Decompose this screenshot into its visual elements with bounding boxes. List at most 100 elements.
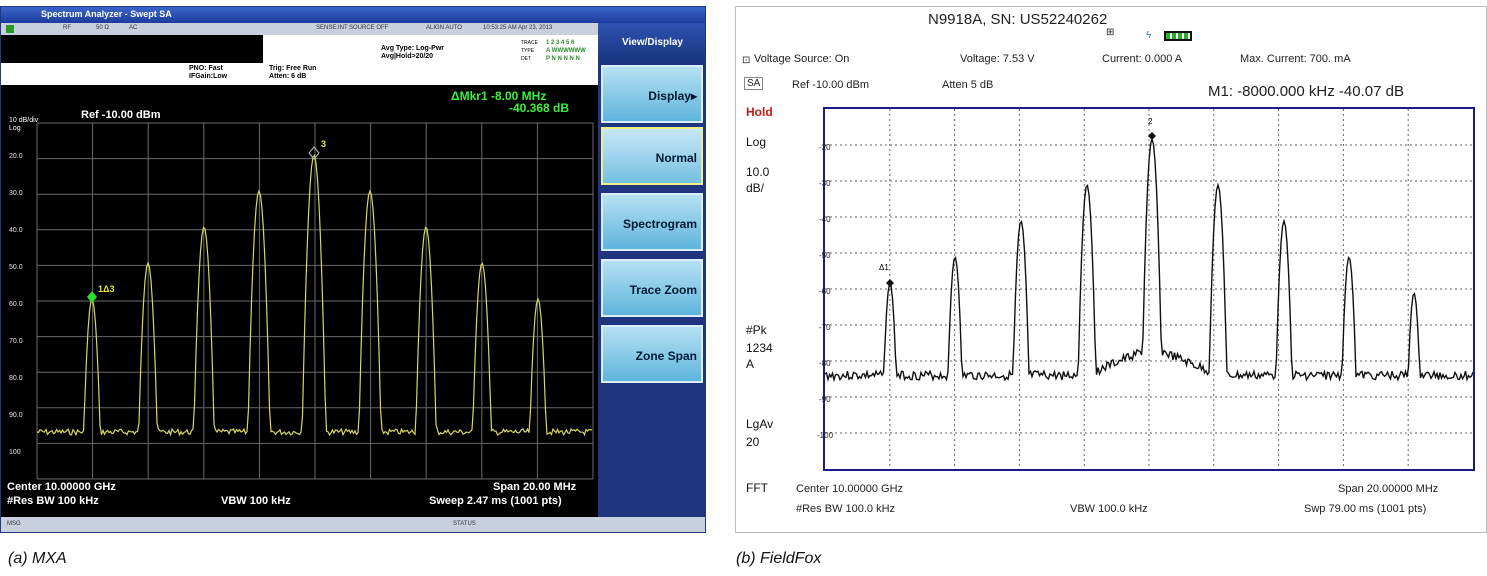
mxa-y-label: 100 bbox=[9, 449, 21, 456]
mxa-display: 10 dB/div Log Ref -10.00 dBm ΔMkr1 -8.00… bbox=[1, 85, 598, 517]
mxa-scale: 10 dB/div bbox=[9, 117, 39, 124]
mxa-ref-level: Ref -10.00 dBm bbox=[81, 109, 161, 121]
align-indicator: ALIGN AUTO bbox=[426, 25, 462, 31]
mxa-y-label: 40.0 bbox=[9, 227, 23, 234]
ff-ref-level: Ref -10.00 dBm bbox=[792, 79, 870, 91]
ff-scale-value: 10.0 bbox=[746, 165, 770, 179]
ff-y-label: -60 bbox=[819, 287, 831, 296]
type-label: TYPE bbox=[521, 48, 535, 54]
mxa-span: Span 20.00 MHz bbox=[493, 481, 577, 493]
mxa-marker-readout: ΔMkr1 -8.00 MHz bbox=[451, 89, 547, 103]
ff-y-label: -100 bbox=[817, 431, 834, 440]
sense-indicator: SENSE:INT bbox=[316, 25, 348, 31]
mxa-y-label: 60.0 bbox=[9, 301, 23, 308]
mxa-center-freq: Center 10.00000 GHz bbox=[7, 481, 116, 493]
mxa-marker1-icon bbox=[87, 291, 97, 303]
mxa-y-label: 70.0 bbox=[9, 338, 23, 345]
ff-voltage: Voltage: 7.53 V bbox=[960, 53, 1035, 65]
source-indicator: SOURCE OFF bbox=[349, 25, 389, 31]
ff-marker-readout: M1: -8000.000 kHz -40.07 dB bbox=[1208, 83, 1404, 100]
mxa-y-label: 80.0 bbox=[9, 375, 23, 382]
ff-y-label: -80 bbox=[819, 359, 831, 368]
ff-log: Log bbox=[746, 135, 767, 149]
trace-label: TRACE bbox=[521, 40, 538, 46]
mxa-vbw: VBW 100 kHz bbox=[221, 495, 291, 507]
mxa-marker1-label: 1Δ3 bbox=[98, 284, 115, 294]
ff-sweep: Swp 79.00 ms (1001 pts) bbox=[1304, 503, 1427, 515]
ff-res-bw: #Res BW 100.0 kHz bbox=[796, 503, 896, 515]
ff-usb-icon: ⊞ bbox=[1106, 27, 1115, 38]
ff-y-label: -50 bbox=[819, 251, 831, 260]
ff-battery-icon bbox=[1164, 31, 1192, 41]
mxa-title-bar: Spectrum Analyzer - Swept SA bbox=[1, 7, 705, 23]
ff-current: Current: 0.000 A bbox=[1102, 53, 1183, 65]
ff-marker2-label: 2 bbox=[1148, 117, 1153, 126]
mxa-res-bw: #Res BW 100 kHz bbox=[7, 495, 99, 507]
coupling-indicator: AC bbox=[129, 25, 138, 31]
caption-mxa: (a) MXA bbox=[8, 550, 67, 567]
ff-plot-area: Δ1 2 -20 -30 -40 -50 -60 -70 -80 -90 -10… bbox=[817, 107, 1475, 471]
mxa-status-bar: MSG STATUS bbox=[1, 517, 705, 532]
ff-marker2-icon bbox=[1148, 132, 1156, 140]
ifgain-setting: IFGain:Low bbox=[189, 73, 228, 80]
mxa-menu-title: View/Display bbox=[598, 23, 705, 63]
mxa-message-area bbox=[1, 35, 263, 63]
mxa-scale-mode: Log bbox=[9, 125, 21, 132]
ff-y-label: -30 bbox=[819, 179, 831, 188]
mxa-marker3-label: 3 bbox=[321, 139, 327, 149]
ff-hold: Hold bbox=[746, 105, 773, 119]
avg-hold: Avg|Hold>20/20 bbox=[381, 53, 434, 60]
ff-plug-icon: ϟ bbox=[1146, 30, 1152, 41]
ff-voltage-source: Voltage Source: On bbox=[754, 53, 850, 65]
softkey-display[interactable]: Display▸ bbox=[601, 65, 703, 123]
fieldfox-window: N9918A, SN: US52240262 ⊞ ϟ ⊡ Voltage Sou… bbox=[735, 6, 1487, 533]
ff-max-current: Max. Current: 700. mA bbox=[1240, 53, 1351, 65]
mxa-sweep: Sweep 2.47 ms (1001 pts) bbox=[429, 495, 562, 507]
ff-vbw: VBW 100.0 kHz bbox=[1070, 503, 1148, 515]
timestamp: 10:53:25 AM Apr 23, 2013 bbox=[483, 25, 553, 31]
ff-span: Span 20.00000 MHz bbox=[1338, 483, 1439, 495]
mxa-y-label: 50.0 bbox=[9, 264, 23, 271]
lxi-indicator-icon bbox=[6, 25, 14, 33]
det-label: DET bbox=[521, 56, 531, 62]
impedance-indicator: 50 Ω bbox=[96, 25, 109, 31]
ff-trace-a: A bbox=[746, 357, 755, 371]
ff-y-label: -90 bbox=[819, 395, 831, 404]
mxa-window-title: Spectrum Analyzer - Swept SA bbox=[41, 9, 172, 19]
mxa-window: Spectrum Analyzer - Swept SA RF 50 Ω AC … bbox=[0, 6, 706, 533]
softkey-normal[interactable]: Normal bbox=[601, 127, 703, 185]
ff-mode-badge: SA bbox=[744, 77, 764, 90]
ff-marker1-label: Δ1 bbox=[879, 263, 889, 272]
softkey-trace-zoom[interactable]: Trace Zoom bbox=[601, 259, 703, 317]
trigger-setting: Trig: Free Run bbox=[269, 65, 317, 72]
pno-setting: PNO: Fast bbox=[189, 65, 223, 72]
ff-trace-list: 1234 bbox=[746, 341, 773, 355]
mxa-msg-label: MSG bbox=[7, 521, 21, 527]
mxa-y-label: 20.0 bbox=[9, 153, 23, 160]
ff-avg-type: LgAv bbox=[746, 417, 774, 431]
mxa-softkey-panel: View/Display Display▸ Normal Spectrogram… bbox=[598, 23, 705, 517]
mxa-status-strip: RF 50 Ω AC SENSE:INT SOURCE OFF ALIGN AU… bbox=[1, 23, 598, 35]
det-values: P N N N N N bbox=[546, 56, 580, 62]
softkey-zone-span[interactable]: Zone Span bbox=[601, 325, 703, 383]
caption-fieldfox: (b) FieldFox bbox=[736, 550, 822, 567]
rf-indicator: RF bbox=[63, 25, 71, 31]
ff-center-freq: Center 10.00000 GHz bbox=[796, 483, 904, 495]
ff-plot-svg bbox=[825, 109, 1473, 469]
ff-avg-count: 20 bbox=[746, 435, 760, 449]
avg-type: Avg Type: Log-Pwr bbox=[381, 45, 444, 52]
type-values: A WWWWWW bbox=[546, 48, 586, 54]
ff-scale-unit: dB/ bbox=[746, 181, 765, 195]
ff-title: N9918A, SN: US52240262 bbox=[928, 11, 1108, 28]
ff-detector: #Pk bbox=[746, 323, 767, 337]
mxa-marker3-icon bbox=[308, 146, 320, 160]
ff-y-label: -20 bbox=[819, 143, 831, 152]
mxa-y-label: 90.0 bbox=[9, 412, 23, 419]
ff-atten: Atten 5 dB bbox=[942, 79, 994, 91]
trace-values: 1 2 3 4 5 6 bbox=[546, 40, 575, 46]
ff-fft: FFT bbox=[746, 481, 768, 495]
mxa-status-label: STATUS bbox=[453, 521, 476, 527]
ff-marker1-icon bbox=[886, 279, 894, 287]
softkey-spectrogram[interactable]: Spectrogram bbox=[601, 193, 703, 251]
mxa-y-label: 30.0 bbox=[9, 190, 23, 197]
